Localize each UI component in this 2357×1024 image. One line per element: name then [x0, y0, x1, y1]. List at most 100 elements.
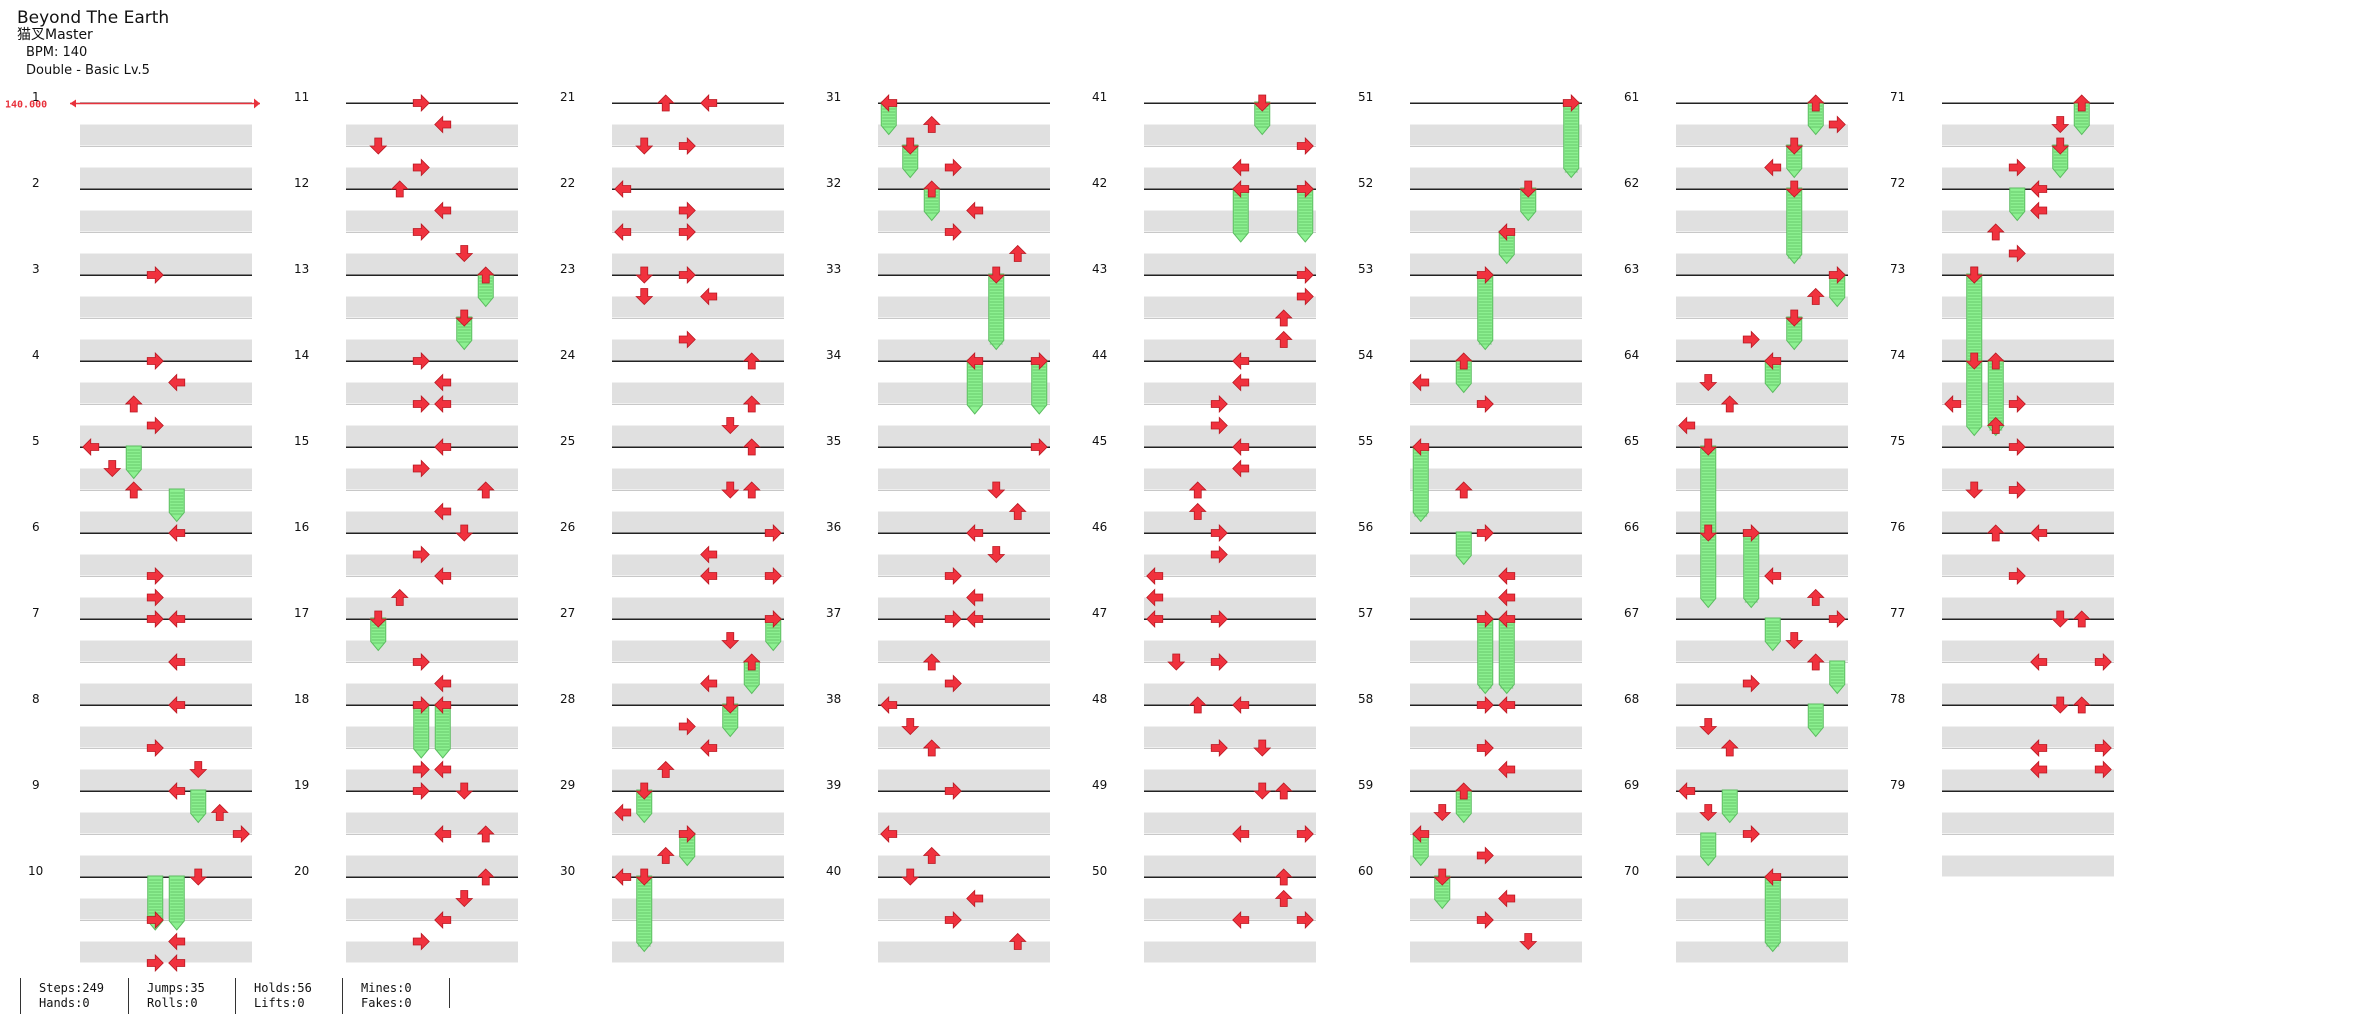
bpm-marker-start	[70, 99, 76, 108]
measure-32: 32	[826, 176, 1050, 275]
measure-number: 77	[1890, 606, 1905, 620]
arrow-note-right	[146, 911, 164, 929]
arrow-note-up	[1720, 739, 1739, 757]
measure-38: 38	[826, 692, 1050, 791]
arrow-note-down	[2051, 610, 2070, 628]
stat-rolls: Rolls:0	[147, 996, 198, 1010]
half-beat-line	[80, 232, 252, 233]
arrow-note-right	[412, 459, 430, 478]
measure-line	[1942, 360, 2114, 362]
hold-note	[1498, 617, 1515, 695]
arrow-note-left	[1678, 782, 1696, 800]
measure-21: 21	[560, 90, 784, 189]
measure-number: 15	[294, 434, 309, 448]
arrow-note-left	[168, 524, 186, 542]
arrow-note-right	[1210, 739, 1228, 757]
half-beat-line	[1676, 748, 1848, 749]
arrow-note-right	[944, 674, 962, 693]
half-beat-line	[612, 662, 784, 663]
measure-line	[1942, 446, 2114, 448]
measure-24: 24	[560, 348, 784, 447]
measure-line	[1676, 446, 1848, 448]
measure-line	[1676, 274, 1848, 276]
arrow-note-down	[1519, 180, 1538, 198]
measure-number: 73	[1890, 262, 1905, 276]
stat-hands: Hands:0	[39, 996, 90, 1010]
beat-band	[878, 339, 1050, 361]
arrow-note-right	[1828, 115, 1846, 134]
beat-band	[612, 898, 784, 920]
measure-line	[346, 876, 518, 878]
half-beat-line	[346, 662, 518, 663]
arrow-note-up	[1806, 287, 1825, 305]
measure-22: 22	[560, 176, 784, 275]
measure-number: 10	[28, 864, 43, 878]
beat-band	[346, 167, 518, 189]
beat-band	[1942, 640, 2114, 662]
arrow-note-up	[1454, 782, 1473, 800]
measure-line	[1144, 618, 1316, 620]
measure-number: 76	[1890, 520, 1905, 534]
measure-line	[878, 274, 1050, 276]
measure-line	[346, 188, 518, 190]
arrow-note-left	[1232, 438, 1250, 456]
arrow-note-up	[1274, 782, 1293, 800]
measure-44: 44	[1092, 348, 1316, 447]
beat-band	[878, 726, 1050, 748]
beat-band	[1942, 683, 2114, 705]
beat-band	[346, 124, 518, 146]
half-beat-line	[1144, 576, 1316, 577]
measure-number: 35	[826, 434, 841, 448]
beat-band	[1942, 210, 2114, 232]
measure-line	[1676, 618, 1848, 620]
arrow-note-down	[1433, 868, 1452, 886]
measure-number: 11	[294, 90, 309, 104]
arrow-note-down	[2051, 116, 2070, 134]
half-beat-line	[878, 576, 1050, 577]
measure-74: 74	[1890, 348, 2114, 447]
measure-line	[612, 102, 784, 104]
measure-25: 25	[560, 434, 784, 533]
beat-band	[1676, 554, 1848, 576]
arrow-note-up	[922, 180, 941, 198]
step-chart: 1234567891011121314151617181920212223242…	[5, 90, 2114, 972]
arrow-note-down	[635, 266, 654, 284]
arrow-note-left	[434, 567, 452, 585]
measure-line	[80, 188, 252, 190]
beat-band	[1676, 769, 1848, 791]
arrow-note-up	[124, 395, 143, 413]
measure-55: 55	[1358, 434, 1582, 533]
beat-band	[80, 597, 252, 619]
arrow-note-left	[434, 674, 452, 693]
arrow-note-down	[721, 481, 740, 499]
arrow-note-right	[1030, 438, 1048, 456]
beat-band	[612, 253, 784, 275]
arrow-note-left	[1146, 610, 1164, 628]
beat-band	[612, 683, 784, 705]
arrow-note-left	[1232, 459, 1250, 478]
arrow-note-down	[455, 309, 474, 327]
arrow-note-left	[614, 180, 632, 198]
measure-77: 77	[1890, 606, 2114, 705]
measure-37: 37	[826, 606, 1050, 705]
beat-band	[878, 253, 1050, 275]
beat-band	[1144, 425, 1316, 447]
half-beat-line	[1410, 232, 1582, 233]
measure-line	[1676, 360, 1848, 362]
half-beat-line	[1144, 318, 1316, 319]
half-beat-line	[1410, 404, 1582, 405]
beat-band	[1410, 124, 1582, 146]
arrow-note-right	[1476, 266, 1494, 284]
arrow-note-right	[2094, 739, 2112, 757]
beat-band	[1942, 339, 2114, 361]
measure-17: 17	[294, 606, 518, 705]
measure-70: 70	[1624, 864, 1848, 963]
beat-band	[1942, 554, 2114, 576]
arrow-note-down	[2051, 696, 2070, 714]
half-beat-line	[1676, 576, 1848, 577]
measure-23: 23	[560, 262, 784, 361]
beat-band	[1942, 726, 2114, 748]
measure-75: 75	[1890, 434, 2114, 533]
arrow-note-down	[901, 868, 920, 886]
half-beat-line	[612, 834, 784, 835]
